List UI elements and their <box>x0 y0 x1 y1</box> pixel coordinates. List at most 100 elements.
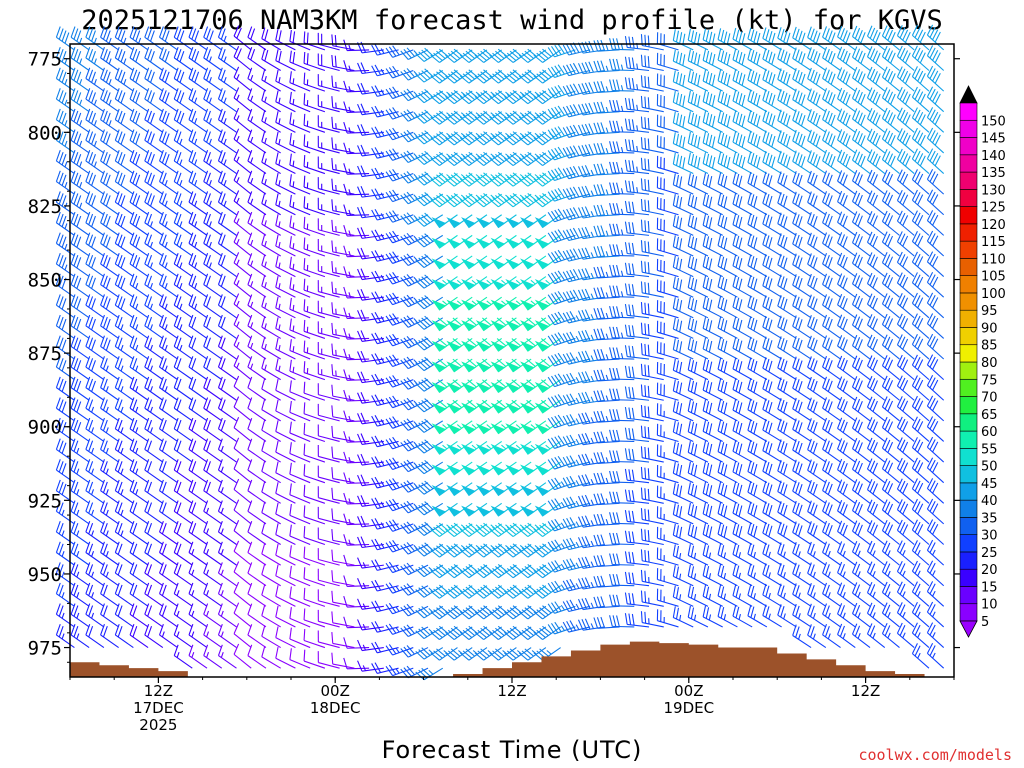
barb-full-tick <box>120 92 126 104</box>
barb-full-tick <box>135 236 141 248</box>
barb-full-tick <box>132 275 138 287</box>
wind-barb <box>129 294 149 319</box>
wind-barb <box>55 129 75 154</box>
barb-shaft <box>70 572 90 587</box>
barb-shaft <box>100 449 119 463</box>
wind-barb <box>114 232 134 257</box>
barb-full-tick <box>85 294 91 306</box>
barb-shaft <box>85 366 105 381</box>
wind-barb <box>159 88 178 113</box>
barb-full-tick <box>129 67 135 79</box>
barb-shaft <box>159 181 178 195</box>
barb-half-tick <box>79 99 83 106</box>
barb-full-tick <box>70 129 76 141</box>
barb-full-tick <box>114 356 120 368</box>
barb-full-tick <box>132 193 138 205</box>
barb-full-tick <box>102 48 108 61</box>
barb-full-tick <box>100 582 105 594</box>
barb-full-tick <box>61 215 67 227</box>
barb-half-tick <box>93 78 97 85</box>
barb-full-tick <box>147 255 153 267</box>
barb-full-tick <box>91 154 96 166</box>
barb-full-tick <box>61 463 67 475</box>
barb-full-tick <box>58 296 64 308</box>
barb-full-tick <box>88 28 94 40</box>
barb-shaft <box>129 222 149 236</box>
barb-shaft <box>144 181 164 195</box>
barb-full-tick <box>61 174 67 186</box>
wind-barb <box>100 314 119 339</box>
barb-full-tick <box>73 213 79 225</box>
barb-shaft <box>70 531 90 545</box>
barb-full-tick <box>102 584 108 596</box>
wind-barb <box>100 67 119 92</box>
barb-full-tick <box>58 605 64 617</box>
barb-full-tick <box>70 562 76 574</box>
barb-half-tick <box>79 140 83 147</box>
wind-barb <box>144 520 164 545</box>
wind-barb <box>100 500 119 525</box>
barb-half-tick <box>120 530 124 537</box>
barb-shaft <box>129 366 149 381</box>
barb-full-tick <box>117 543 123 555</box>
barb-full-tick <box>105 30 111 42</box>
barb-full-tick <box>85 150 91 162</box>
barb-full-tick <box>117 110 123 122</box>
barb-full-tick <box>114 459 120 471</box>
barb-full-tick <box>105 298 111 310</box>
barb-half-tick <box>91 406 95 413</box>
barb-full-tick <box>88 69 94 81</box>
barb-full-tick <box>129 211 135 223</box>
wind-barb <box>144 376 164 401</box>
barb-half-tick <box>76 489 80 495</box>
barb-shaft <box>85 510 105 525</box>
barb-full-tick <box>147 275 153 287</box>
barb-full-tick <box>147 337 153 349</box>
barb-half-tick <box>292 284 295 291</box>
barb-full-tick <box>120 298 126 310</box>
barb-full-tick <box>55 67 61 79</box>
barb-full-tick <box>88 275 94 287</box>
barb-shaft <box>129 304 149 319</box>
barb-shaft <box>100 593 119 607</box>
barb-full-tick <box>117 255 123 267</box>
barb-full-tick <box>55 541 61 553</box>
wind-barb <box>114 500 134 525</box>
barb-full-tick <box>100 520 105 533</box>
barb-shaft <box>56 119 75 133</box>
barb-full-tick <box>55 129 61 141</box>
barb-shaft <box>100 387 119 401</box>
barb-shaft <box>85 593 105 607</box>
barb-full-tick <box>147 48 153 61</box>
barb-shaft <box>56 510 75 525</box>
wind-barb <box>85 211 105 236</box>
barb-full-tick <box>303 361 306 373</box>
barb-half-tick <box>76 468 80 475</box>
barb-full-tick <box>70 26 76 38</box>
barb-half-tick <box>91 530 95 537</box>
barb-shaft <box>70 449 90 463</box>
barb-shaft <box>85 490 105 504</box>
barb-full-tick <box>70 376 76 388</box>
wind-barb <box>144 356 164 381</box>
barb-full-tick <box>91 380 96 392</box>
wind-barb <box>144 211 164 236</box>
wind-barb <box>129 438 149 463</box>
barb-shaft <box>70 284 90 298</box>
barb-full-tick <box>117 440 123 452</box>
barb-full-tick <box>76 133 82 145</box>
wind-barb <box>144 170 164 195</box>
barb-full-tick <box>144 356 150 368</box>
barb-full-tick <box>303 402 306 414</box>
barb-full-tick <box>73 502 79 514</box>
wind-barb <box>114 582 134 607</box>
barb-full-tick <box>55 459 61 471</box>
wind-barb <box>114 67 134 92</box>
barb-full-tick <box>88 481 94 493</box>
wind-barb <box>55 541 75 566</box>
barb-full-tick <box>129 624 135 636</box>
barb-half-tick <box>150 324 153 331</box>
barb-full-tick <box>132 358 138 370</box>
barb-full-tick <box>114 500 120 512</box>
